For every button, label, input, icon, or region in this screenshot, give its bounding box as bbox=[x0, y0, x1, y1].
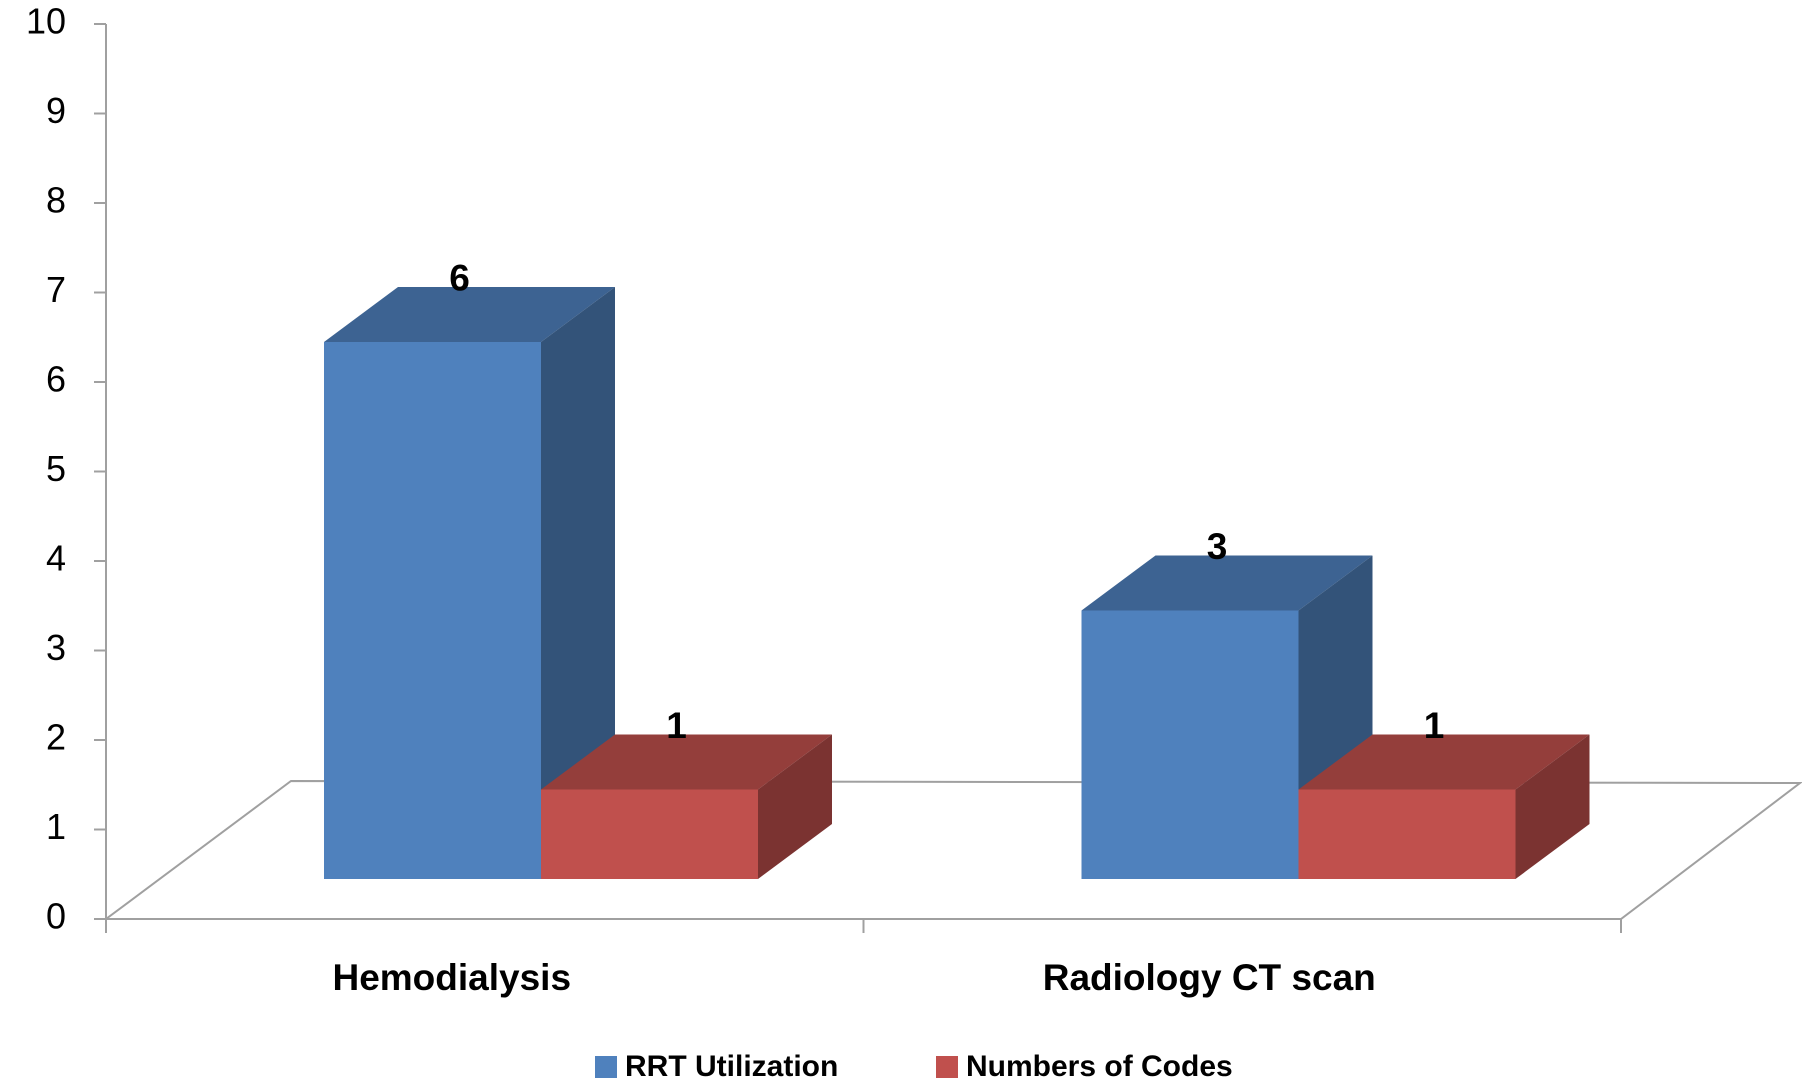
y-tick-label: 1 bbox=[46, 806, 66, 847]
legend-label: RRT Utilization bbox=[625, 1050, 838, 1083]
bar-top bbox=[1081, 555, 1373, 611]
y-tick-label: 7 bbox=[46, 269, 66, 310]
bar bbox=[324, 342, 541, 879]
bar-top bbox=[324, 287, 615, 342]
data-label: 3 bbox=[1207, 526, 1228, 567]
bar bbox=[1081, 610, 1299, 879]
bar-side bbox=[541, 287, 615, 879]
data-label: 1 bbox=[1424, 705, 1445, 746]
bar-top bbox=[541, 734, 832, 790]
bar bbox=[541, 789, 758, 879]
floor bbox=[102, 779, 1802, 920]
y-tick-label: 8 bbox=[46, 180, 66, 221]
y-tick-label: 4 bbox=[46, 538, 66, 579]
y-tick-label: 0 bbox=[46, 896, 66, 937]
data-label: 6 bbox=[449, 257, 470, 298]
data-label: 1 bbox=[666, 705, 687, 746]
y-tick-label: 9 bbox=[46, 90, 66, 131]
y-tick-label: 6 bbox=[46, 359, 66, 400]
y-tick-label: 2 bbox=[46, 717, 66, 758]
y-tick-label: 5 bbox=[46, 448, 66, 489]
y-tick-label: 10 bbox=[26, 1, 66, 42]
legend-label: Numbers of Codes bbox=[966, 1050, 1233, 1083]
bar-top bbox=[1298, 734, 1590, 790]
y-tick-label: 3 bbox=[46, 627, 66, 668]
x-tick-label: Hemodialysis bbox=[332, 957, 571, 998]
legend-swatch bbox=[595, 1056, 617, 1078]
legend-swatch bbox=[936, 1056, 958, 1078]
bar-side bbox=[1515, 734, 1590, 879]
bar-side bbox=[758, 734, 832, 879]
bar bbox=[1298, 789, 1516, 879]
x-tick-label: Radiology CT scan bbox=[1043, 957, 1376, 998]
